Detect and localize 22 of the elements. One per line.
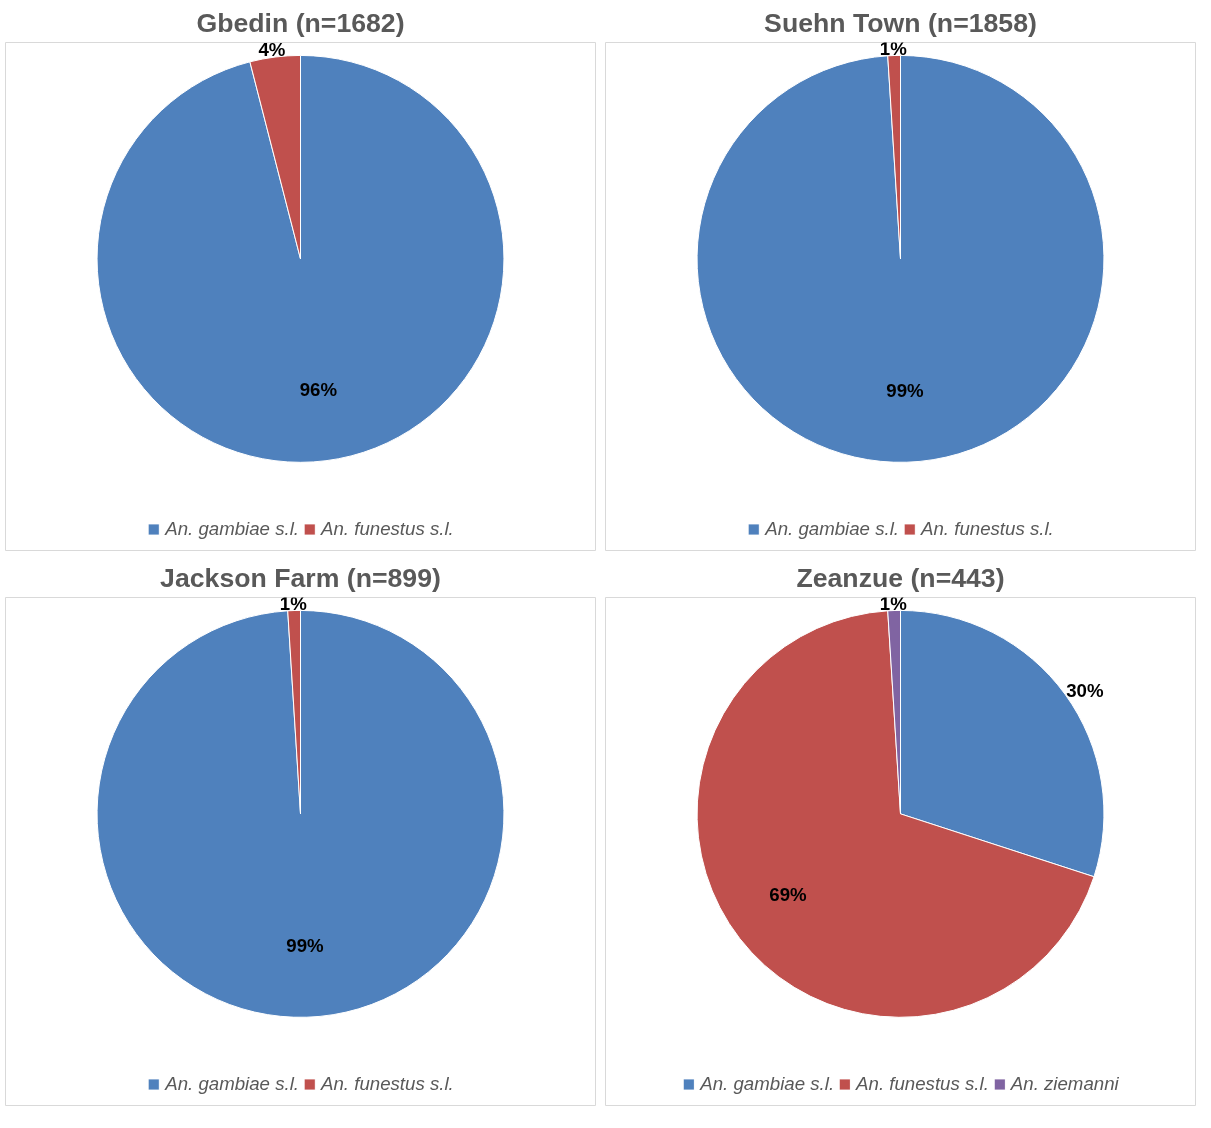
data-label: 1% [279,592,308,614]
legend-label: An. funestus s.l. [321,1073,454,1095]
legend-label: An. funestus s.l. [921,518,1054,540]
chart-title: Jackson Farm (n=899) [160,562,441,593]
legend-label: An. funestus s.l. [856,1073,989,1095]
legend-label: An. ziemanni [1010,1073,1119,1095]
data-label: 69% [769,884,808,906]
legend-label: An. gambiae s.l. [165,1073,300,1095]
data-label: 4% [258,39,286,61]
legend-label: An. gambiae s.l. [165,518,300,540]
chart-title: Zeanzue (n=443) [796,562,1005,593]
chart-title: Suehn Town (n=1858) [764,7,1037,38]
data-label: 99% [886,380,925,402]
data-label: 99% [286,935,325,957]
data-label: 1% [879,592,908,614]
data-label: 96% [299,379,338,401]
data-label: 30% [1066,679,1104,701]
legend-label: An. gambiae s.l. [765,518,900,540]
data-label: 1% [879,37,908,59]
chart-title: Gbedin (n=1682) [196,7,405,38]
legend-label: An. gambiae s.l. [700,1073,835,1095]
legend-label: An. funestus s.l. [321,518,454,540]
